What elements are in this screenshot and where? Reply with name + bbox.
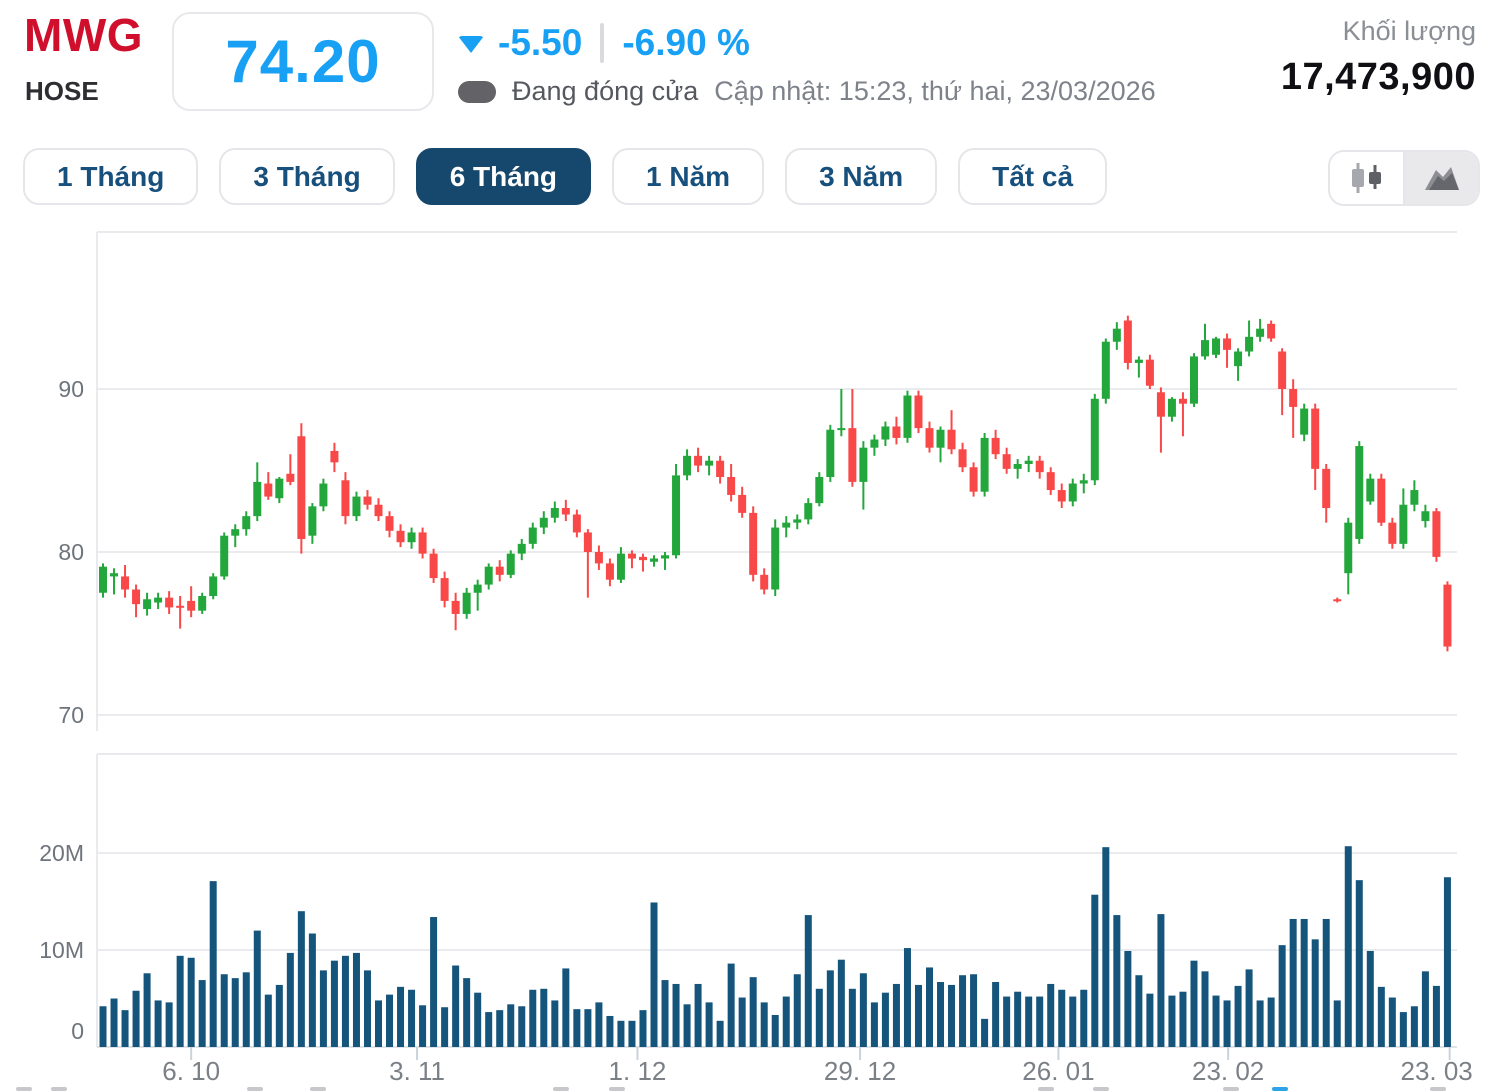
last-price-box: 74.20	[172, 12, 434, 111]
svg-text:26. 01: 26. 01	[1022, 1056, 1094, 1086]
svg-text:29. 12: 29. 12	[824, 1056, 896, 1086]
candlestick-icon	[1351, 163, 1381, 193]
last-updated: Cập nhật: 15:23, thứ hai, 23/03/2026	[714, 76, 1156, 106]
range-button-1y[interactable]: 1 Năm	[612, 148, 765, 205]
area-icon	[1424, 167, 1459, 190]
volume-label: Khối lượng	[1342, 16, 1476, 46]
svg-text:70: 70	[58, 702, 84, 728]
svg-text:3. 11: 3. 11	[389, 1056, 445, 1086]
price-change-percent: -6.90 %	[622, 22, 750, 63]
exchange-label: HOSE	[25, 76, 99, 106]
range-button-3y[interactable]: 3 Năm	[785, 148, 938, 205]
svg-text:6. 10: 6. 10	[162, 1056, 220, 1086]
svg-text:80: 80	[58, 539, 84, 565]
ticker-symbol: MWG	[24, 9, 144, 61]
svg-text:1. 12: 1. 12	[609, 1056, 667, 1086]
svg-text:90: 90	[58, 376, 84, 402]
chart-type-toggle	[1328, 150, 1480, 206]
price-change-row: -5.50 -6.90 %	[458, 22, 750, 64]
range-selector: 1 Tháng 3 Tháng 6 Tháng 1 Năm 3 Năm Tất …	[23, 148, 1108, 205]
svg-text:0: 0	[71, 1018, 84, 1044]
range-button-1m[interactable]: 1 Tháng	[23, 148, 199, 205]
area-chart-button[interactable]	[1403, 152, 1478, 204]
volume-value: 17,473,900	[1280, 56, 1476, 98]
down-arrow-icon	[458, 36, 484, 53]
candlestick-chart-button[interactable]	[1330, 152, 1403, 204]
last-price: 74.20	[225, 28, 381, 95]
svg-text:10M: 10M	[39, 937, 84, 963]
range-button-all[interactable]: Tất cả	[958, 148, 1108, 205]
market-status-row: Đang đóng cửa Cập nhật: 15:23, thứ hai, …	[458, 76, 1156, 107]
svg-text:23. 03: 23. 03	[1400, 1056, 1472, 1086]
range-button-3m[interactable]: 3 Tháng	[219, 148, 395, 205]
market-closed-dot-icon	[458, 80, 496, 103]
svg-text:23. 02: 23. 02	[1192, 1056, 1264, 1086]
change-divider	[600, 23, 605, 63]
market-status: Đang đóng cửa	[512, 76, 699, 106]
price-change: -5.50	[498, 22, 583, 63]
svg-text:20M: 20M	[39, 840, 84, 866]
range-button-6m[interactable]: 6 Tháng	[415, 148, 592, 205]
